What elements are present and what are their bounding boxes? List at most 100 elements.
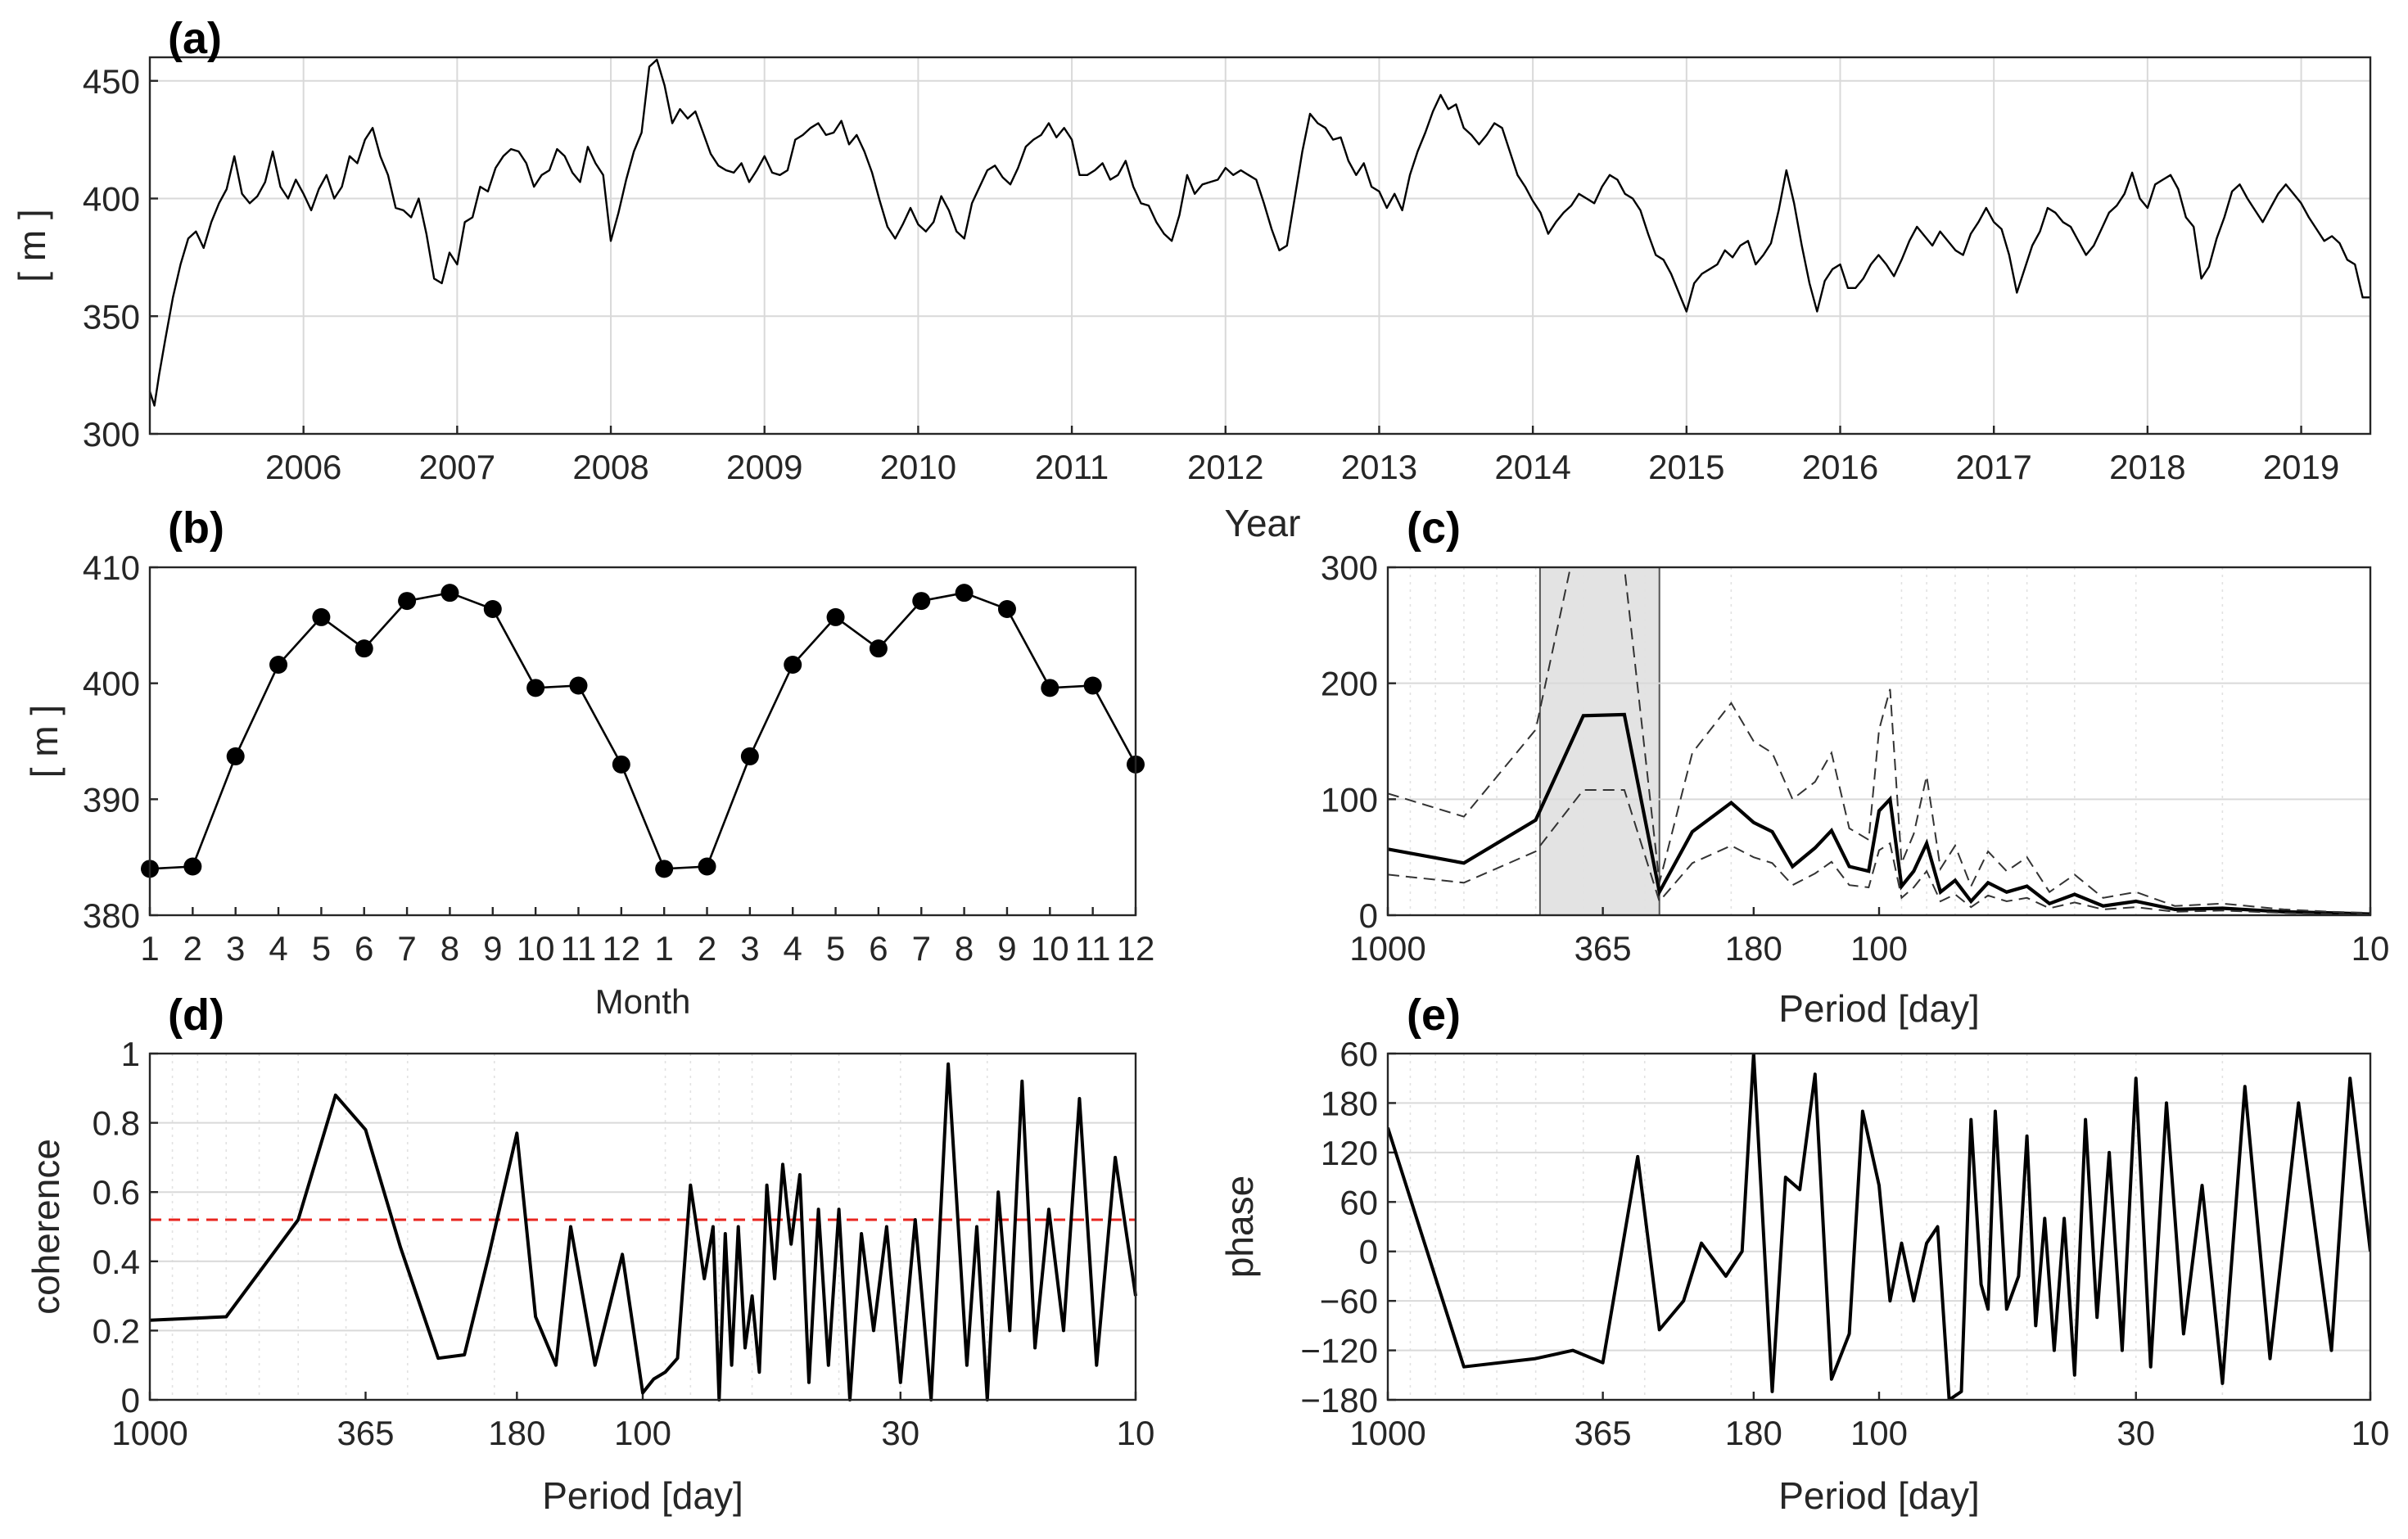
data-point — [1083, 676, 1102, 695]
xtick-label: 7 — [912, 929, 931, 968]
xtick-label: 11 — [1075, 929, 1111, 968]
x-axis-label: Period [day] — [542, 1474, 743, 1517]
panel-label: (c) — [1407, 503, 1461, 553]
x-axis-label: Period [day] — [1778, 1474, 1979, 1517]
x-axis-label: Month — [595, 982, 691, 1021]
xtick-label: 3 — [226, 929, 245, 968]
data-point — [655, 860, 674, 878]
ytick-label: 0 — [1359, 1233, 1378, 1271]
confidence-band — [1538, 566, 1660, 916]
data-point — [526, 679, 545, 697]
ytick-label: −180 — [1300, 1381, 1378, 1419]
ytick-label: 390 — [83, 780, 140, 819]
ytick-label: 350 — [83, 297, 140, 336]
xtick-label: 10 — [2352, 929, 2390, 968]
panel-e: −180 −120 −60 0 60 120 180 60 1000 365 180 100 30 10 P… — [1218, 991, 2389, 1517]
axes-frame — [148, 56, 2372, 436]
xtick-label: 2015 — [1648, 448, 1724, 486]
xtick-label: 365 — [1574, 929, 1632, 968]
axes-frame — [1386, 1052, 2372, 1401]
ytick-label: 0 — [121, 1381, 140, 1419]
xtick-label: 2018 — [2109, 448, 2185, 486]
xtick-label: 30 — [881, 1414, 919, 1452]
panel-label: (d) — [168, 991, 224, 1040]
xtick-label: 2010 — [880, 448, 956, 486]
y-axis-label: coherence — [25, 1139, 67, 1315]
data-point — [312, 607, 331, 626]
xtick-label: 2011 — [1035, 448, 1109, 486]
y-axis-label: [ m ] — [11, 209, 53, 282]
xtick-label: 11 — [561, 929, 597, 968]
panel-label: (b) — [168, 503, 224, 553]
panel-c: 0 100 200 300 1000 365 180 100 10 Period [day] (c) — [1321, 503, 2389, 1030]
data-point — [997, 600, 1016, 618]
data-point — [398, 592, 417, 611]
data-point — [226, 747, 245, 765]
xtick-label: 5 — [826, 929, 845, 968]
ytick-label: 0.2 — [93, 1311, 140, 1350]
xtick-label: 6 — [355, 929, 373, 968]
xtick-label: 1000 — [1349, 1414, 1425, 1452]
ytick-label: 410 — [83, 548, 140, 587]
ytick-label: 0 — [1359, 896, 1378, 935]
data-point — [440, 584, 459, 603]
xtick-label: 3 — [740, 929, 759, 968]
data-point — [826, 607, 845, 626]
ytick-label: −120 — [1300, 1332, 1378, 1370]
series-bound-2 — [1388, 789, 2370, 915]
xtick-label: 10 — [1117, 1414, 1155, 1452]
data-point — [355, 639, 373, 658]
xtick-label: 100 — [1850, 1414, 1908, 1452]
data-point — [955, 584, 974, 603]
xtick-label: 9 — [997, 929, 1016, 968]
ytick-label: 450 — [83, 62, 140, 101]
ytick-label: 400 — [83, 665, 140, 703]
data-point — [269, 656, 288, 674]
xtick-label: 6 — [869, 929, 888, 968]
ytick-label: 300 — [83, 415, 140, 454]
xtick-label: 2 — [183, 929, 202, 968]
ytick-label: 0.8 — [93, 1104, 140, 1143]
xtick-label: 1000 — [1349, 929, 1425, 968]
data-point — [698, 857, 716, 876]
panel-a: 2006 2007 2008 2009 2010 2011 2012 2013 2014 2015… — [11, 14, 2372, 544]
xtick-label: 2007 — [419, 448, 495, 486]
panel-d: 0 0.2 0.4 0.6 0.8 1 1000 365 180 100 30 10 Period [d… — [25, 991, 1154, 1517]
axes-frame — [148, 1052, 1137, 1401]
xtick-label: 2008 — [572, 448, 648, 486]
xtick-label: 2013 — [1341, 448, 1417, 486]
data-point — [1041, 679, 1059, 697]
xtick-label: 12 — [1117, 929, 1155, 968]
xtick-label: 2012 — [1187, 448, 1263, 486]
xtick-label: 180 — [488, 1414, 545, 1452]
xtick-label: 180 — [1725, 1414, 1782, 1452]
xtick-label: 8 — [440, 929, 459, 968]
ytick-label: 380 — [83, 896, 140, 935]
xtick-label: 2006 — [265, 448, 341, 486]
axes-frame — [148, 566, 1137, 917]
ytick-label: 180 — [1321, 1084, 1378, 1122]
ytick-label: −60 — [1320, 1282, 1378, 1320]
ytick-label: 100 — [1321, 780, 1378, 819]
xtick-label: 2 — [698, 929, 716, 968]
xtick-label: 180 — [1725, 929, 1782, 968]
y-axis-label: phase — [1218, 1176, 1261, 1278]
xtick-label: 10 — [1031, 929, 1069, 968]
x-axis-label: Period [day] — [1778, 987, 1979, 1030]
xtick-label: 12 — [602, 929, 640, 968]
xtick-label: 7 — [397, 929, 416, 968]
data-point — [612, 755, 630, 774]
xtick-label: 8 — [955, 929, 974, 968]
ytick-label: 120 — [1321, 1134, 1378, 1172]
xtick-label: 2019 — [2263, 448, 2339, 486]
xtick-label: 30 — [2117, 1414, 2155, 1452]
ytick-label: 1 — [121, 1035, 140, 1073]
data-point — [869, 639, 888, 658]
axes-frame — [1386, 566, 2372, 917]
xtick-label: 100 — [1850, 929, 1908, 968]
xtick-label: 4 — [784, 929, 802, 968]
xtick-label: 2016 — [1802, 448, 1878, 486]
data-point — [784, 656, 802, 674]
xtick-label: 2014 — [1494, 448, 1570, 486]
